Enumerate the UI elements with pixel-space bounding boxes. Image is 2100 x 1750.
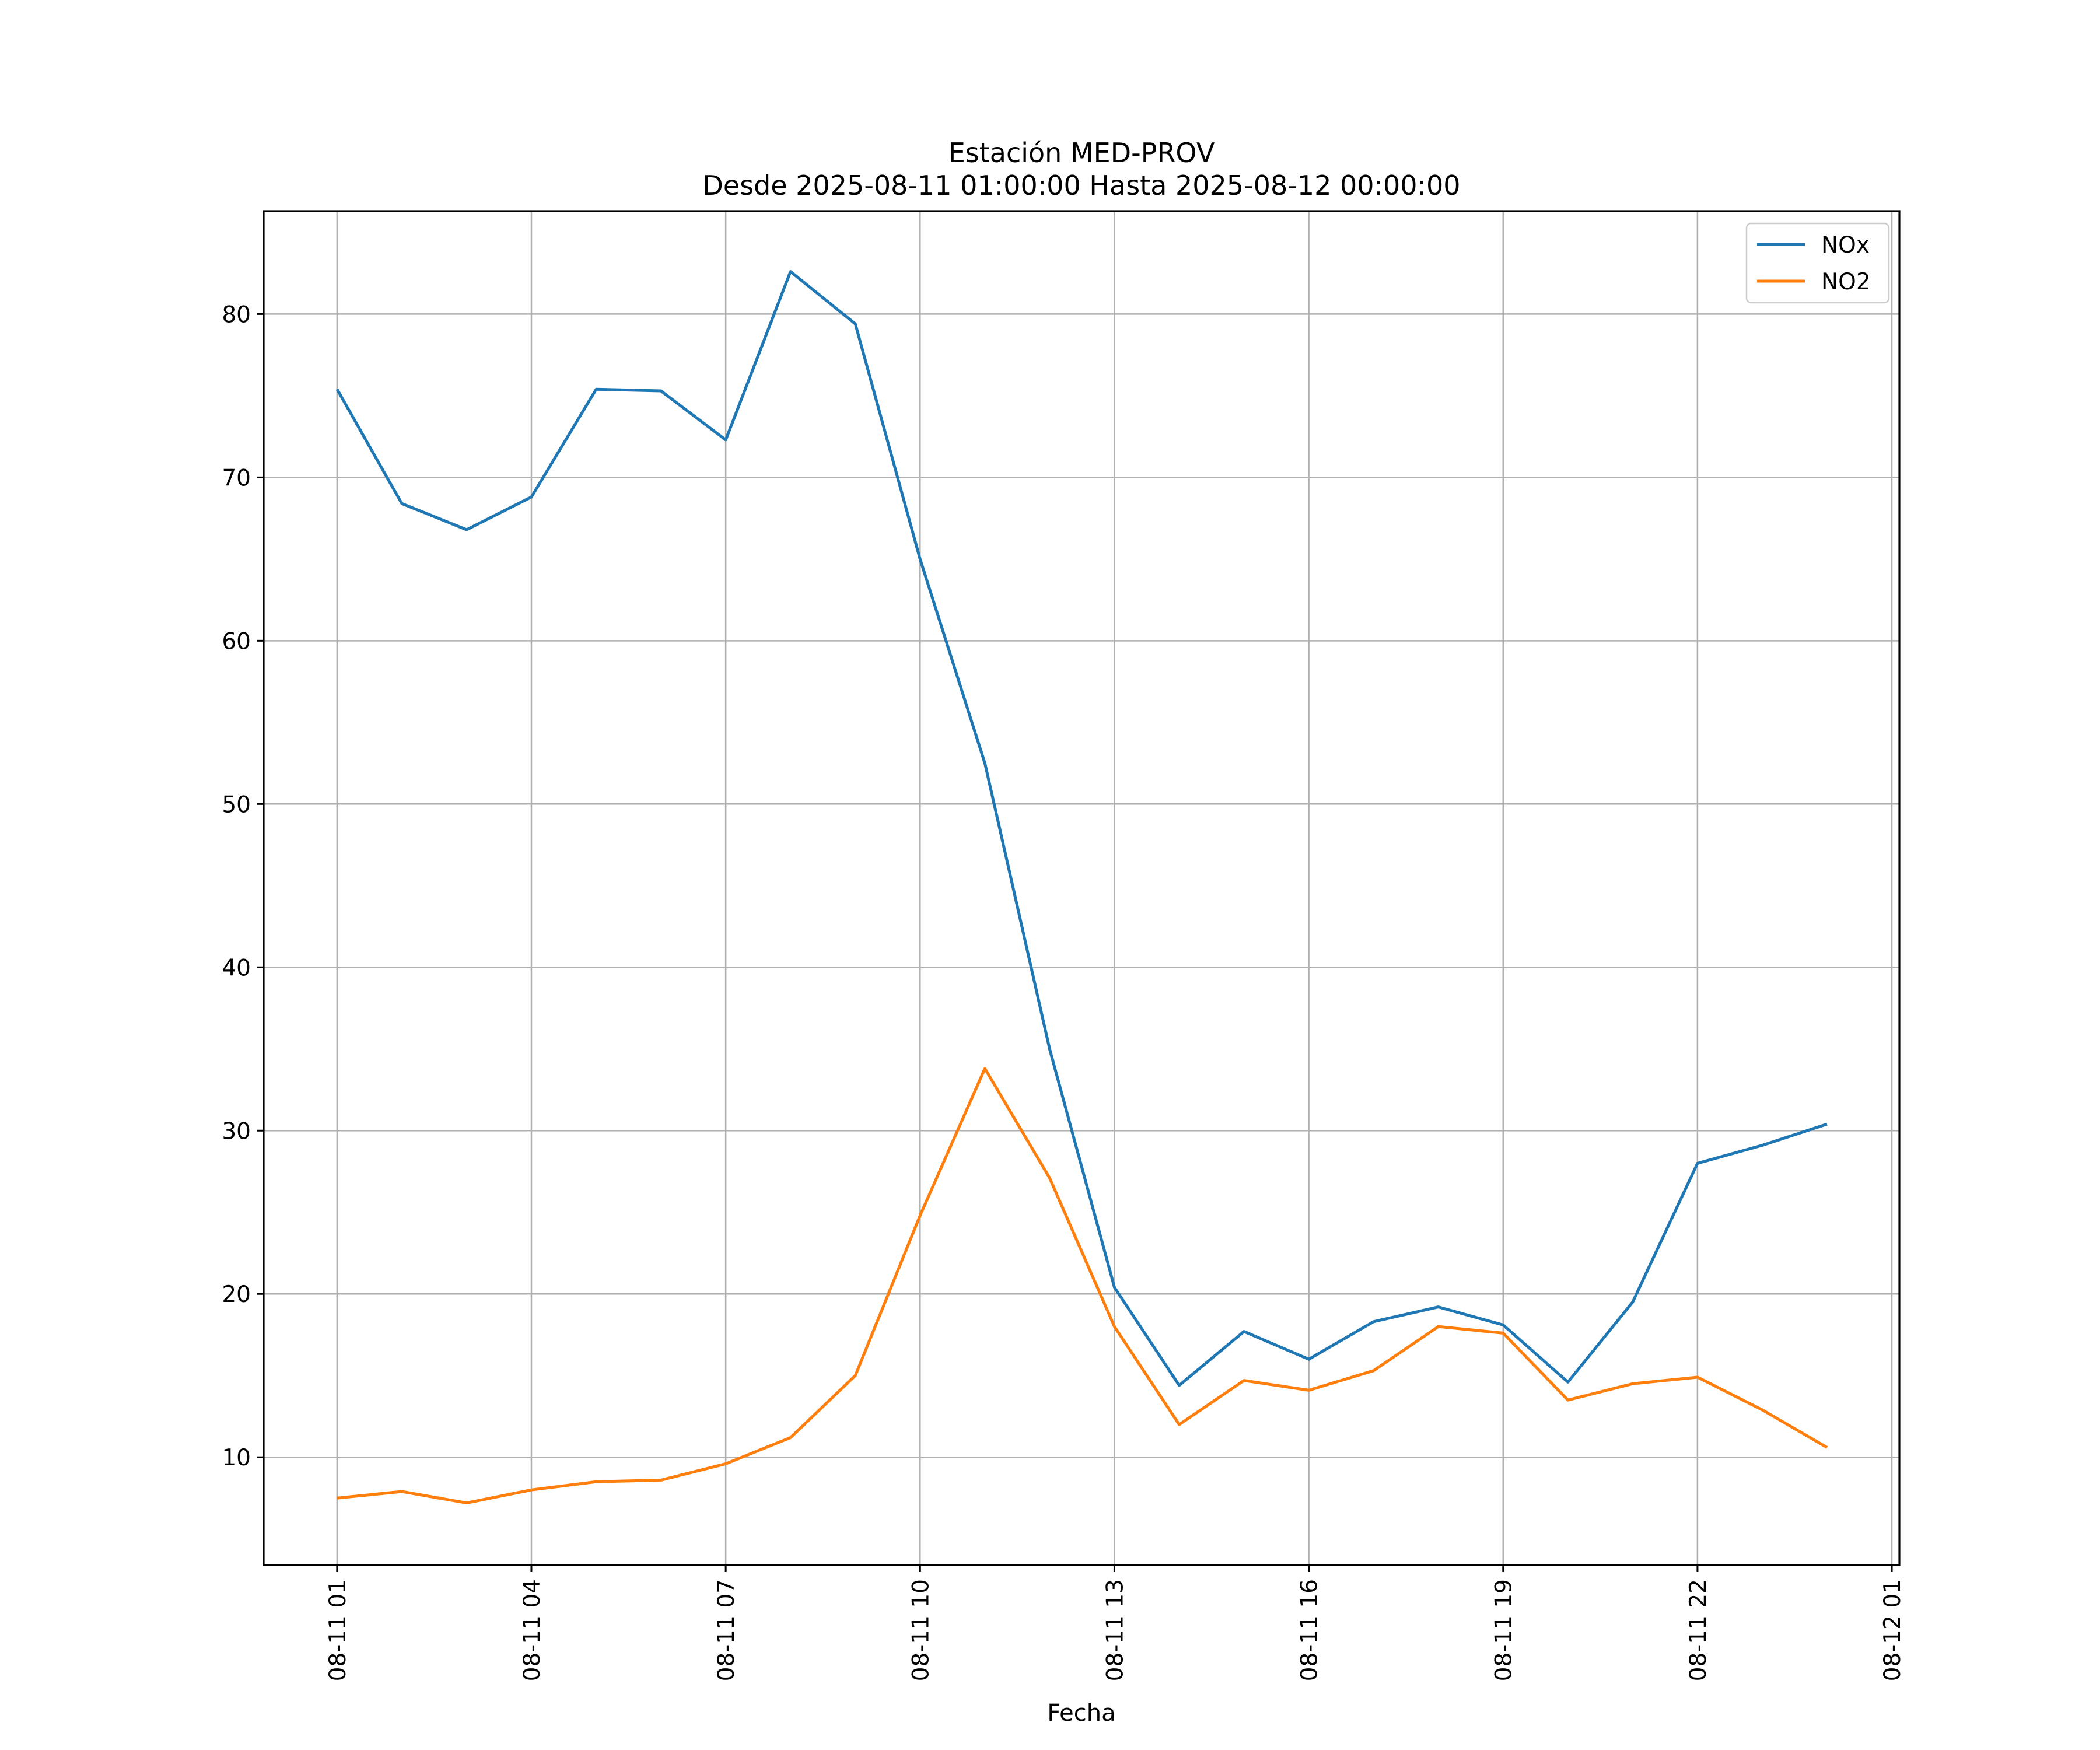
- x-axis: 08-11 01 08-11 04 08-11 07 08-11 10 08-11 13…: [325, 1565, 1906, 1681]
- x-tick-label: 08-11 01: [325, 1579, 351, 1681]
- legend-label-nox: NOx: [1821, 232, 1870, 258]
- y-tick-label: 80: [222, 302, 251, 328]
- series-line-no2: [337, 1067, 1828, 1505]
- plot-lines: [335, 270, 1828, 1505]
- y-tick-label: 30: [222, 1118, 251, 1144]
- plot-frame: [262, 210, 1901, 1566]
- y-axis: 10 20 30 40 50 60 70 80: [222, 302, 264, 1471]
- y-tick-label: 40: [222, 955, 251, 981]
- x-tick-label: 08-11 13: [1102, 1579, 1128, 1681]
- y-tick-label: 10: [222, 1445, 251, 1471]
- legend-label-no2: NO2: [1821, 269, 1871, 295]
- x-axis-label: Fecha: [1047, 1700, 1115, 1727]
- x-tick-label: 08-12 01: [1880, 1579, 1906, 1681]
- legend: NOx NO2: [1745, 222, 1890, 304]
- series-line-nox: [335, 270, 1828, 1387]
- grid: [264, 211, 1899, 1565]
- y-tick-label: 20: [222, 1282, 251, 1308]
- chart-subtitle: Desde 2025-08-11 01:00:00 Hasta 2025-08-…: [702, 170, 1460, 201]
- x-tick-label: 08-11 22: [1685, 1579, 1712, 1681]
- y-tick-label: 50: [222, 792, 251, 818]
- y-tick-label: 60: [222, 628, 251, 654]
- x-tick-label: 08-11 10: [908, 1579, 934, 1681]
- chart-title: Estación MED-PROV: [949, 137, 1215, 169]
- x-tick-label: 08-11 19: [1491, 1579, 1517, 1681]
- y-tick-label: 70: [222, 465, 251, 491]
- x-tick-label: 08-11 16: [1297, 1579, 1323, 1681]
- x-tick-label: 08-11 07: [713, 1579, 740, 1681]
- x-tick-label: 08-11 04: [519, 1579, 545, 1681]
